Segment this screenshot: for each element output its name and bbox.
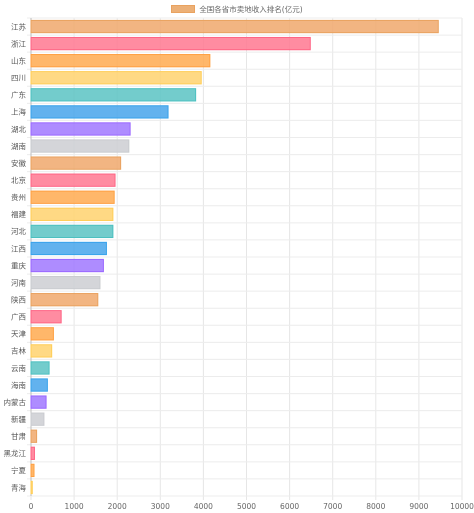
bar xyxy=(30,36,311,51)
x-tick-label: 3000 xyxy=(151,502,170,511)
x-tick-label: 5000 xyxy=(237,502,256,511)
x-tick-label: 6000 xyxy=(280,502,299,511)
bar xyxy=(30,224,114,239)
bar xyxy=(30,395,47,409)
category-label: 天津 xyxy=(11,330,26,339)
bar xyxy=(30,19,439,34)
bar xyxy=(30,429,38,443)
bar xyxy=(30,463,35,478)
category-label: 河北 xyxy=(11,227,26,236)
x-tick-label: 1000 xyxy=(65,502,84,511)
bar xyxy=(30,344,53,358)
bar xyxy=(30,139,130,153)
category-label: 山东 xyxy=(11,55,26,65)
x-tick-label: 8000 xyxy=(366,502,385,511)
category-label: 河南 xyxy=(11,277,26,287)
chart-legend[interactable]: 全国各省市卖地收入排名(亿元) xyxy=(0,3,474,15)
category-label: 湖北 xyxy=(11,125,26,134)
category-label: 北京 xyxy=(11,175,26,185)
x-tick-label: 0 xyxy=(29,502,34,511)
x-tick-label: 9000 xyxy=(409,502,428,511)
category-label: 新疆 xyxy=(11,414,26,424)
bar xyxy=(30,156,122,170)
x-tick-label: 10000 xyxy=(450,502,474,511)
bar xyxy=(30,378,48,392)
category-label: 海南 xyxy=(11,380,26,390)
bar xyxy=(30,207,114,221)
category-label: 江苏 xyxy=(11,21,26,31)
bar xyxy=(30,173,116,187)
x-tick-label: 7000 xyxy=(323,502,342,511)
x-tick-label: 4000 xyxy=(194,502,213,511)
category-label: 福建 xyxy=(11,209,26,219)
x-tick-label: 2000 xyxy=(108,502,127,511)
category-label: 黑龙江 xyxy=(4,448,27,458)
category-label: 青海 xyxy=(11,482,26,492)
category-label: 陕西 xyxy=(11,294,26,304)
category-label: 广西 xyxy=(11,312,26,322)
bar xyxy=(30,293,99,307)
bar xyxy=(30,88,197,102)
bar xyxy=(30,241,107,256)
bar xyxy=(30,361,50,375)
category-label: 吉林 xyxy=(11,346,26,356)
category-label: 江西 xyxy=(11,244,26,253)
bar xyxy=(30,327,54,341)
bar xyxy=(30,310,62,324)
category-label: 浙江 xyxy=(11,38,26,48)
bar xyxy=(30,258,104,273)
bar xyxy=(30,190,115,204)
category-label: 湖南 xyxy=(11,141,26,151)
category-label: 上海 xyxy=(11,107,26,117)
legend-swatch xyxy=(171,5,196,13)
bar xyxy=(30,480,33,495)
category-label: 安徽 xyxy=(11,158,26,168)
bar xyxy=(30,275,101,290)
bar xyxy=(30,105,169,119)
bar xyxy=(30,71,202,85)
category-label: 云南 xyxy=(11,363,26,373)
legend-label: 全国各省市卖地收入排名(亿元) xyxy=(199,4,303,14)
category-label: 四川 xyxy=(11,74,26,83)
bar xyxy=(30,54,211,68)
category-label: 内蒙古 xyxy=(4,397,27,407)
category-label: 贵州 xyxy=(11,192,26,202)
bar xyxy=(30,412,45,426)
category-label: 甘肃 xyxy=(11,431,26,441)
category-label: 宁夏 xyxy=(11,465,26,475)
bar xyxy=(30,122,131,136)
bar xyxy=(30,446,35,460)
category-label: 广东 xyxy=(11,90,26,100)
category-label: 重庆 xyxy=(11,260,26,270)
